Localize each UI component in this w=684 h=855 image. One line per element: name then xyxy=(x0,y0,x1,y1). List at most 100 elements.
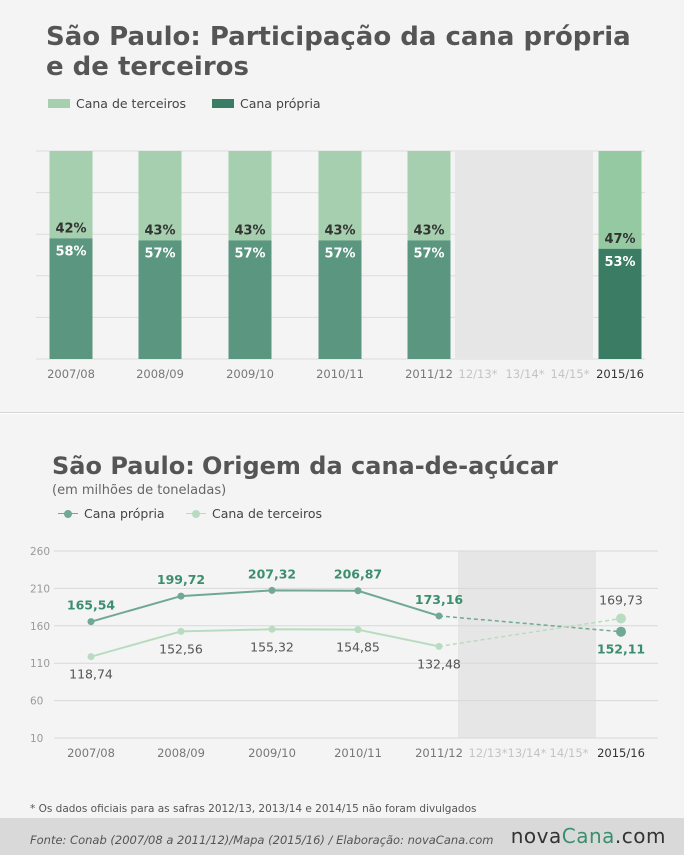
data-label-own: 152,11 xyxy=(597,642,645,657)
bar-x-tick-label: 2015/16 xyxy=(596,367,644,381)
data-label-third: 118,74 xyxy=(69,667,113,682)
point-third xyxy=(435,642,443,650)
legend-swatch-own xyxy=(212,99,234,108)
footnote: * Os dados oficiais para as safras 2012/… xyxy=(30,803,477,815)
y-tick-label: 110 xyxy=(30,658,50,670)
logo-part3: .com xyxy=(614,824,666,848)
source-text: Fonte: Conab (2007/08 a 2011/12)/Mapa (2… xyxy=(30,833,494,847)
legend2-marker-own xyxy=(58,509,78,519)
legend2-third: Cana de terceiros xyxy=(186,506,322,521)
legend-own: Cana própria xyxy=(212,96,321,111)
y-tick-label: 260 xyxy=(30,546,50,558)
bar-segment-third xyxy=(598,151,642,249)
point-third xyxy=(87,653,95,661)
bar-x-tick-label: 2009/10 xyxy=(226,367,274,381)
bar-label-third: 43% xyxy=(324,223,355,238)
bar-label-third: 43% xyxy=(144,223,175,238)
novacana-logo: novaCana.com xyxy=(511,824,666,848)
data-label-own: 165,54 xyxy=(67,598,116,613)
y-tick-label: 60 xyxy=(30,696,43,708)
line-chart-subtitle: (em milhões de toneladas) xyxy=(52,483,227,498)
legend-label-third: Cana de terceiros xyxy=(76,96,187,111)
bar-label-own: 57% xyxy=(324,246,355,261)
line-chart-title: São Paulo: xyxy=(52,452,195,480)
legend-swatch-third xyxy=(48,99,70,108)
missing-data-region-2 xyxy=(458,551,596,738)
data-label-own: 173,16 xyxy=(415,592,464,607)
logo-part1: nova xyxy=(510,824,562,848)
bar-segment-own xyxy=(407,240,451,359)
line-x-tick-label: 2015/16 xyxy=(597,746,645,760)
data-label-third: 155,32 xyxy=(250,639,294,654)
bar-segment-own xyxy=(49,238,93,359)
legend-third-party: Cana de terceiros xyxy=(48,96,186,111)
bar-segment-own xyxy=(318,240,362,359)
bar-x-tick-label: 14/15* xyxy=(551,367,590,381)
line-x-tick-label: 13/14* xyxy=(508,746,547,760)
line-x-tick-label: 2007/08 xyxy=(67,746,115,760)
point-third xyxy=(616,613,626,624)
bar-label-own: 57% xyxy=(234,246,265,261)
line-x-tick-label: 2011/12 xyxy=(415,746,463,760)
bar-segment-third xyxy=(318,151,362,241)
bar-x-tick-label: 2011/12 xyxy=(405,367,453,381)
data-label-third: 169,73 xyxy=(599,593,643,608)
point-third xyxy=(354,626,362,634)
line-x-tick-label: 12/13* xyxy=(469,746,508,760)
data-label-third: 154,85 xyxy=(336,640,380,655)
bar-x-tick-label: 13/14* xyxy=(506,367,545,381)
bar-label-own: 57% xyxy=(413,246,444,261)
data-label-own: 199,72 xyxy=(157,572,205,587)
bar-x-tick-label: 2010/11 xyxy=(316,367,364,381)
bar-segment-own xyxy=(138,240,182,359)
missing-data-region xyxy=(455,151,593,359)
bar-label-third: 47% xyxy=(604,232,635,247)
bar-x-tick-label: 2007/08 xyxy=(47,367,95,381)
bar-segment-third xyxy=(228,151,272,241)
bar-label-own: 53% xyxy=(604,255,635,270)
point-own xyxy=(616,626,626,637)
point-own xyxy=(354,587,362,595)
logo-part2: Cana xyxy=(561,824,615,848)
legend2-marker-third xyxy=(186,509,206,519)
bar-label-third: 43% xyxy=(234,223,265,238)
legend-label-own: Cana própria xyxy=(240,96,321,111)
y-tick-label: 210 xyxy=(30,583,50,595)
line-x-tick-label: 2008/09 xyxy=(157,746,205,760)
footer-bar xyxy=(0,818,684,855)
bar-label-own: 58% xyxy=(55,244,86,259)
line-x-tick-label: 2009/10 xyxy=(248,746,296,760)
bar-label-own: 57% xyxy=(144,246,175,261)
bar-segment-own xyxy=(598,248,642,359)
bar-x-tick-label: 2008/09 xyxy=(136,367,184,381)
point-own xyxy=(87,618,95,626)
data-label-third: 132,48 xyxy=(417,656,461,671)
series-dashed-third xyxy=(438,617,622,648)
y-tick-label: 160 xyxy=(30,621,50,633)
legend2-label-third: Cana de terceiros xyxy=(212,506,323,521)
point-third xyxy=(177,627,185,635)
bar-label-third: 42% xyxy=(55,221,86,236)
series-dashed-own xyxy=(438,615,622,633)
data-label-own: 207,32 xyxy=(248,566,296,581)
line-chart-title-2: Origem da cana-de-açúcar xyxy=(202,452,558,480)
series-line-own xyxy=(90,589,440,623)
legend2-own: Cana própria xyxy=(58,506,165,521)
bar-x-tick-label: 12/13* xyxy=(459,367,498,381)
point-own xyxy=(435,612,443,620)
bar-label-third: 43% xyxy=(413,223,444,238)
y-tick-label: 10 xyxy=(30,733,43,745)
point-own xyxy=(177,592,185,600)
bar-segment-own xyxy=(228,240,272,359)
data-label-own: 206,87 xyxy=(334,567,382,582)
bar-chart-title: São Paulo: Participação da cana própria … xyxy=(46,22,631,82)
line-x-tick-label: 14/15* xyxy=(550,746,589,760)
data-label-third: 152,56 xyxy=(159,641,203,656)
line-x-tick-label: 2010/11 xyxy=(334,746,382,760)
point-third xyxy=(268,625,276,633)
point-own xyxy=(268,586,276,594)
bar-segment-third xyxy=(138,151,182,241)
bar-segment-third xyxy=(49,151,93,239)
legend2-label-own: Cana própria xyxy=(84,506,165,521)
